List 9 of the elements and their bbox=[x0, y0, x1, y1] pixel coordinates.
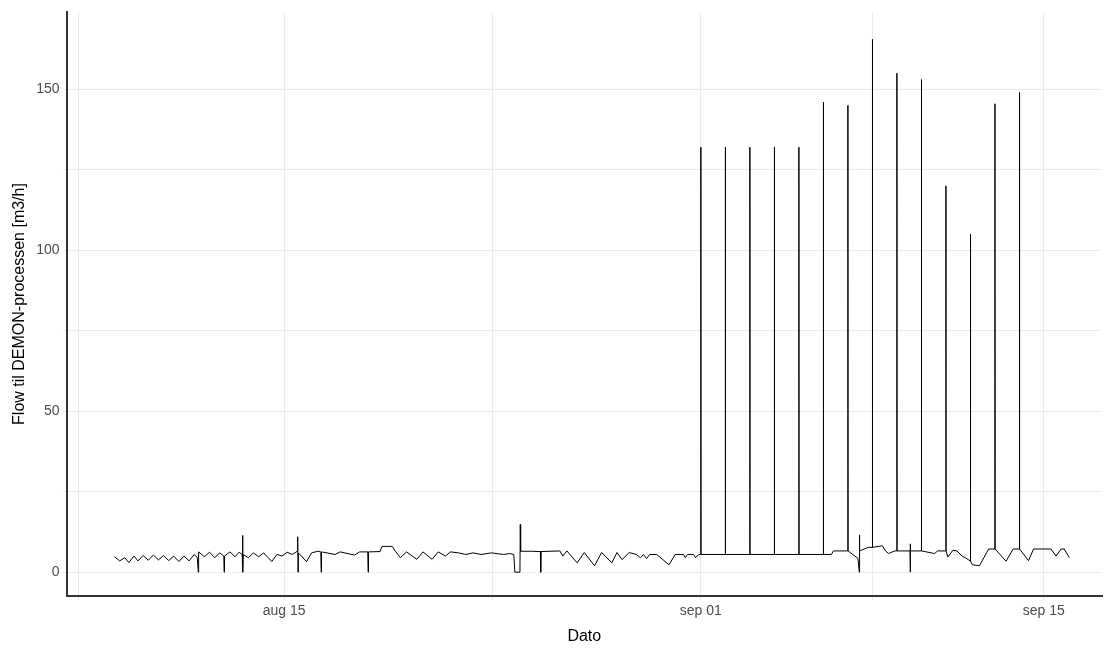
x-tick-label: aug 15 bbox=[262, 602, 306, 619]
y-tick-label: 150 bbox=[36, 80, 60, 97]
y-tick-label: 50 bbox=[43, 402, 60, 419]
y-tick-label: 0 bbox=[51, 563, 60, 580]
y-axis-title: Flow til DEMON-processen [m3/h] bbox=[10, 183, 28, 425]
y-tick-label: 100 bbox=[36, 241, 60, 258]
x-axis-title: Dato bbox=[567, 626, 602, 644]
x-tick-label: sep 01 bbox=[679, 602, 722, 619]
x-tick-label: sep 15 bbox=[1022, 602, 1066, 619]
